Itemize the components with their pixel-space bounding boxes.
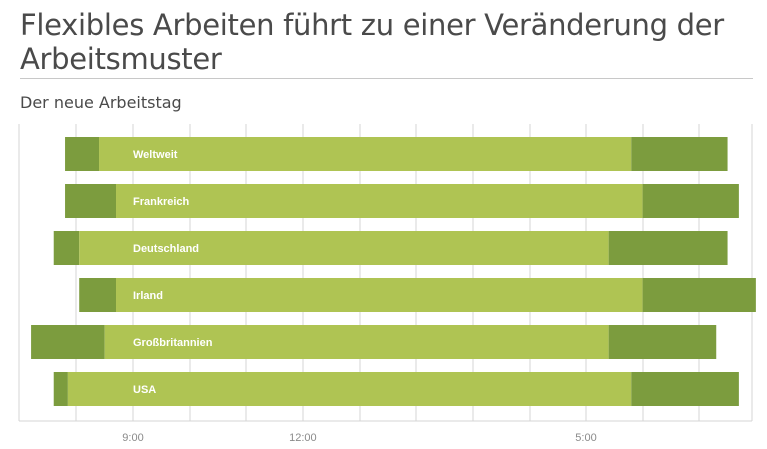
bar-late-segment — [631, 137, 728, 171]
title-divider — [20, 78, 753, 79]
bar-label: Deutschland — [133, 243, 199, 255]
bar-early-segment — [79, 278, 117, 312]
bar-early-segment — [65, 137, 100, 171]
bar-label: Großbritannien — [133, 337, 213, 349]
bar-early-segment — [53, 231, 80, 265]
bar-late-segment — [631, 372, 739, 406]
bar-core-segment — [79, 231, 609, 265]
grid-lines — [18, 124, 753, 422]
bar-row: Frankreich — [65, 184, 739, 218]
x-tick-label: 5:00 — [575, 432, 596, 444]
bar-label: Frankreich — [133, 196, 190, 208]
x-tick-label: 9:00 — [122, 432, 143, 444]
page-title: Flexibles Arbeiten führt zu einer Veränd… — [20, 8, 724, 76]
bar-late-segment — [642, 278, 756, 312]
bar-core-segment — [104, 325, 609, 359]
x-axis: 9:00 12:00 5:00 — [122, 432, 596, 444]
bar-early-segment — [53, 372, 68, 406]
chart-subtitle: Der neue Arbeitstag — [20, 93, 182, 112]
x-tick-label: 12:00 — [289, 432, 317, 444]
bar-row: Weltweit — [65, 137, 728, 171]
bar-label: USA — [133, 384, 156, 396]
bar-core-segment — [99, 137, 632, 171]
bar-core-segment — [116, 184, 643, 218]
bar-row: Irland — [79, 278, 756, 312]
bar-late-segment — [608, 231, 728, 265]
bar-core-segment — [116, 278, 643, 312]
bar-late-segment — [642, 184, 739, 218]
bar-label: Irland — [133, 290, 163, 302]
bar-label: Weltweit — [133, 149, 178, 161]
bar-core-segment — [67, 372, 632, 406]
bar-early-segment — [31, 325, 105, 359]
bar-early-segment — [65, 184, 117, 218]
bar-row: Großbritannien — [31, 325, 717, 359]
bar-row: USA — [53, 372, 739, 406]
bars: Weltweit Frankreich Deutschland Irland Großb… — [31, 137, 756, 406]
bar-late-segment — [608, 325, 717, 359]
bar-row: Deutschland — [53, 231, 728, 265]
